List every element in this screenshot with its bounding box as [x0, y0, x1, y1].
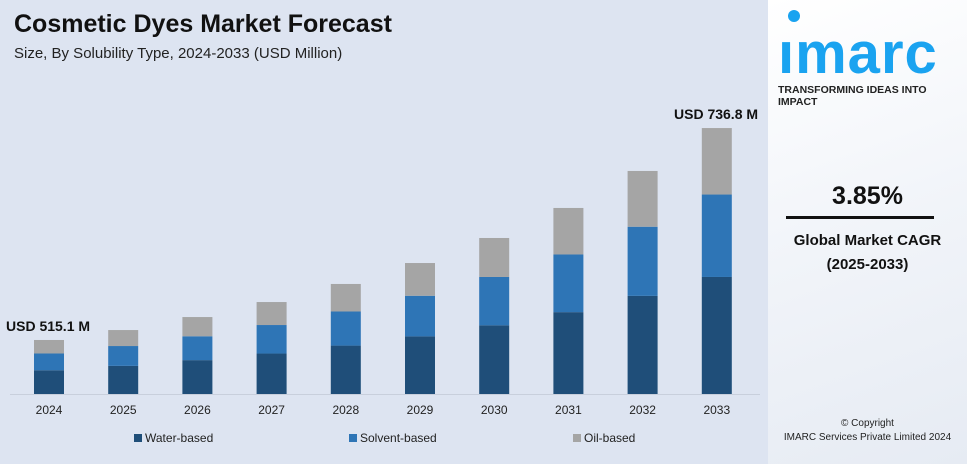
bar-solvent-based-2028 [330, 311, 361, 346]
bar-oil-based-2031 [553, 207, 584, 255]
x-tick-label: 2024 [36, 403, 63, 417]
x-tick-label: 2030 [481, 403, 508, 417]
bar-water-based-2031 [553, 312, 584, 394]
bar-solvent-based-2026 [182, 336, 213, 361]
stacked-bar-chart: 2024 2025 2026 2027 2028 2029 2030 2031 2032 2033… [6, 106, 760, 445]
legend-swatch-water-based [134, 434, 142, 442]
logo-tagline: TRANSFORMING IDEAS INTO IMPACT [778, 84, 927, 108]
bar-water-based-2032 [627, 295, 658, 394]
bar-solvent-based-2031 [553, 254, 584, 313]
x-tick-label: 2027 [258, 403, 285, 417]
bar-water-based-2026 [182, 360, 213, 394]
cagr-label: Global Market CAGR [793, 232, 942, 249]
x-tick-label: 2028 [332, 403, 359, 417]
bar-solvent-based-2024 [34, 353, 64, 371]
bar-solvent-based-2033 [701, 194, 732, 277]
annotation-2024: USD 515.1 M [6, 318, 90, 334]
divider [786, 216, 934, 219]
bar-oil-based-2030 [479, 237, 510, 277]
bar-oil-based-2028 [330, 283, 361, 312]
bar-oil-based-2026 [182, 317, 213, 337]
info-panel: ımarc TRANSFORMING IDEAS INTO IMPACT 3.8… [768, 0, 967, 464]
legend-swatch-solvent-based [349, 434, 357, 442]
bar-oil-based-2027 [256, 302, 287, 326]
x-tick-label: 2031 [555, 403, 582, 417]
bar-oil-based-2024 [34, 339, 64, 354]
bar-water-based-2027 [256, 353, 287, 394]
bar-oil-based-2033 [701, 128, 732, 195]
bar-solvent-based-2030 [479, 276, 510, 326]
bar-solvent-based-2025 [108, 346, 139, 366]
legend-label-water-based: Water-based [145, 431, 213, 445]
bar-oil-based-2032 [627, 170, 658, 227]
bar-oil-based-2029 [405, 263, 435, 296]
legend-label-solvent-based: Solvent-based [360, 431, 437, 445]
bar-water-based-2024 [34, 370, 64, 394]
chart-subtitle: Size, By Solubility Type, 2024-2033 (USD… [14, 45, 343, 62]
cagr-period: (2025-2033) [826, 256, 909, 273]
bar-solvent-based-2027 [256, 325, 287, 354]
bar-water-based-2025 [108, 365, 139, 394]
bar-solvent-based-2029 [405, 295, 435, 337]
chart-title: Cosmetic Dyes Market Forecast [14, 10, 392, 38]
x-tick-label: 2029 [407, 403, 434, 417]
legend-label-oil-based: Oil-based [584, 431, 635, 445]
imarc-logo: ımarc TRANSFORMING IDEAS INTO IMPACT [778, 10, 958, 108]
bar-solvent-based-2032 [627, 226, 658, 296]
bar-water-based-2028 [330, 345, 361, 394]
bar-water-based-2030 [479, 325, 510, 394]
bar-water-based-2033 [701, 276, 732, 394]
cagr-value: 3.85% [832, 182, 903, 210]
legend-swatch-oil-based [573, 434, 581, 442]
x-tick-label: 2025 [110, 403, 137, 417]
x-tick-label: 2026 [184, 403, 211, 417]
annotation-2033: USD 736.8 M [674, 106, 758, 122]
x-tick-label: 2033 [703, 403, 730, 417]
bar-oil-based-2025 [108, 330, 139, 347]
bar-water-based-2029 [405, 336, 435, 394]
copyright: © Copyright [841, 418, 894, 429]
x-tick-label: 2032 [629, 403, 656, 417]
company-name: IMARC Services Private Limited 2024 [783, 432, 952, 443]
